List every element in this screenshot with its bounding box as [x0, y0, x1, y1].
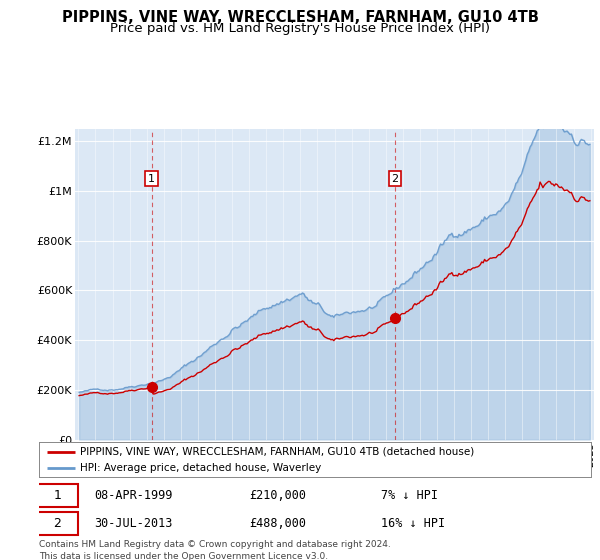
- Text: 2: 2: [391, 174, 398, 184]
- Text: Price paid vs. HM Land Registry's House Price Index (HPI): Price paid vs. HM Land Registry's House …: [110, 22, 490, 35]
- Text: 1: 1: [148, 174, 155, 184]
- Text: £488,000: £488,000: [249, 517, 306, 530]
- Text: 16% ↓ HPI: 16% ↓ HPI: [381, 517, 445, 530]
- Text: £210,000: £210,000: [249, 489, 306, 502]
- Text: 08-APR-1999: 08-APR-1999: [94, 489, 173, 502]
- Text: 7% ↓ HPI: 7% ↓ HPI: [381, 489, 438, 502]
- Text: PIPPINS, VINE WAY, WRECCLESHAM, FARNHAM, GU10 4TB: PIPPINS, VINE WAY, WRECCLESHAM, FARNHAM,…: [62, 10, 538, 25]
- Text: 1: 1: [53, 489, 61, 502]
- Text: 2: 2: [53, 517, 61, 530]
- Text: HPI: Average price, detached house, Waverley: HPI: Average price, detached house, Wave…: [80, 463, 322, 473]
- Text: PIPPINS, VINE WAY, WRECCLESHAM, FARNHAM, GU10 4TB (detached house): PIPPINS, VINE WAY, WRECCLESHAM, FARNHAM,…: [80, 447, 475, 457]
- FancyBboxPatch shape: [36, 512, 77, 535]
- FancyBboxPatch shape: [36, 484, 77, 507]
- Text: Contains HM Land Registry data © Crown copyright and database right 2024.
This d: Contains HM Land Registry data © Crown c…: [39, 540, 391, 560]
- Text: 30-JUL-2013: 30-JUL-2013: [94, 517, 173, 530]
